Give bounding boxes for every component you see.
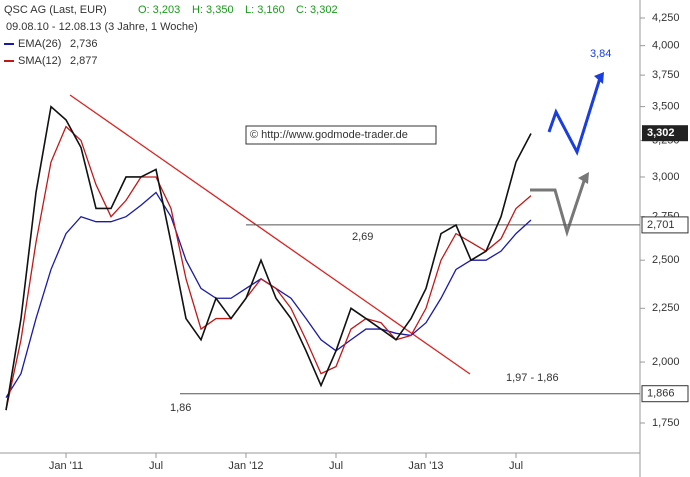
- annotation: 1,97 - 1,86: [506, 372, 559, 384]
- y-tick-label: 2,250: [652, 302, 680, 314]
- legend-label: SMA(12): [18, 55, 61, 67]
- y-tick-label: 2,500: [652, 254, 680, 266]
- arrow-head: [578, 172, 589, 184]
- y-tick-label: 3,000: [652, 171, 680, 183]
- y-tick-label: 4,000: [652, 40, 680, 52]
- price-label: 1,866: [647, 388, 675, 400]
- annotation: 2,69: [352, 231, 373, 243]
- forecast-arrow: [530, 177, 587, 238]
- annotation: 1,86: [170, 402, 191, 414]
- ohlc: H: 3,350: [192, 4, 234, 16]
- ohlc: O: 3,203: [138, 4, 180, 16]
- y-tick-label: 3,750: [652, 69, 680, 81]
- price-label: 2,701: [647, 219, 675, 231]
- x-tick-label: Jan '11: [49, 460, 83, 472]
- ohlc: C: 3,302: [296, 4, 338, 16]
- trendline: [69, 94, 471, 375]
- legend-value: 2,736: [70, 38, 98, 50]
- watermark-box: [245, 125, 437, 145]
- y-tick-label: 2,000: [652, 356, 680, 368]
- y-tick-label: 3,500: [652, 101, 680, 113]
- y-tick-label: 4,250: [652, 12, 680, 24]
- legend-value: 2,877: [70, 55, 98, 67]
- watermark: © http://www.godmode-trader.de: [250, 129, 408, 141]
- price-line: [5, 105, 532, 411]
- legend-label: EMA(26): [18, 38, 61, 50]
- header-title: QSC AG (Last, EUR): [4, 4, 107, 16]
- ohlc: L: 3,160: [245, 4, 285, 16]
- indicator-line: [5, 125, 532, 411]
- x-tick-label: Jul: [149, 460, 163, 472]
- annotation: 3,84: [590, 48, 611, 60]
- x-tick-label: Jan '13: [408, 460, 443, 472]
- forecast-arrow: [547, 77, 602, 156]
- x-tick-label: Jan '12: [228, 460, 263, 472]
- arrow-head: [594, 72, 604, 84]
- x-tick-label: Jul: [509, 460, 523, 472]
- y-tick-label: 1,750: [652, 417, 680, 429]
- period: 09.08.10 - 12.08.13 (3 Jahre, 1 Woche): [6, 21, 198, 33]
- last-price-label: 3,302: [647, 127, 675, 139]
- price-box: [641, 385, 689, 403]
- price-box: [641, 216, 689, 234]
- last-price-box: [642, 125, 688, 142]
- x-tick-label: Jul: [329, 460, 343, 472]
